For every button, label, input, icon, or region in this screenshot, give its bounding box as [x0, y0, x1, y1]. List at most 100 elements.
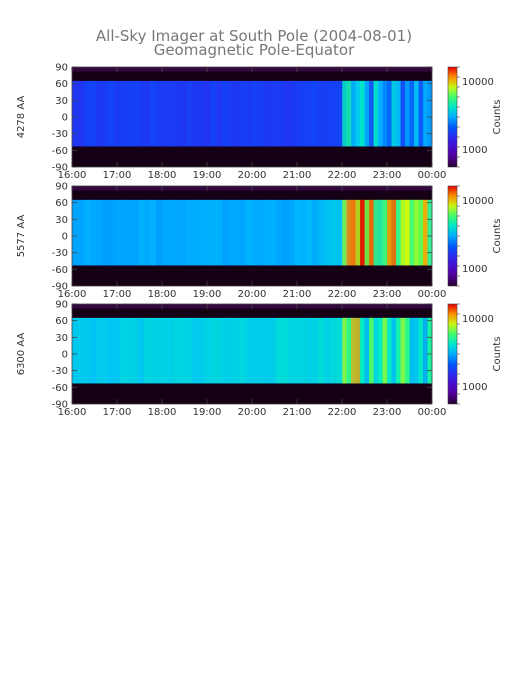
streak: [264, 80, 271, 147]
streak: [306, 317, 313, 384]
streak: [258, 317, 265, 384]
streak: [84, 80, 91, 147]
y-tick-label: -60: [52, 265, 68, 276]
streak: [288, 80, 295, 147]
streak: [400, 317, 406, 384]
colorbar: [447, 66, 458, 168]
x-tick-label: 17:00: [103, 289, 132, 300]
x-tick-label: 17:00: [103, 170, 132, 181]
streak: [78, 80, 85, 147]
streak: [282, 80, 289, 147]
streak: [360, 199, 365, 266]
streak: [391, 199, 397, 266]
y-tick-label: -60: [52, 146, 68, 157]
streak: [120, 317, 127, 384]
x-tick-label: 18:00: [148, 407, 177, 418]
y-axis-label: 6300 AA: [16, 333, 27, 376]
streak: [246, 317, 253, 384]
streak: [78, 317, 85, 384]
colorbar-tick-label: 1000: [462, 145, 487, 156]
streak: [351, 317, 356, 384]
streak: [174, 199, 181, 266]
streak: [84, 199, 91, 266]
streak: [312, 199, 319, 266]
streak: [324, 199, 331, 266]
streak: [400, 80, 406, 147]
streak: [270, 317, 277, 384]
colorbar: [447, 303, 458, 405]
streak: [144, 80, 151, 147]
streak: [210, 80, 217, 147]
x-tick-label: 19:00: [193, 407, 222, 418]
x-tick-label: 19:00: [193, 170, 222, 181]
colorbar-label: Counts: [492, 337, 503, 372]
colorbar: [447, 185, 458, 287]
streak: [132, 317, 139, 384]
x-tick-label: 20:00: [238, 170, 267, 181]
y-tick-label: 0: [62, 350, 68, 361]
streak: [138, 199, 145, 266]
y-tick-label: 60: [55, 79, 68, 90]
y-tick-label: -30: [52, 129, 68, 140]
streak: [252, 199, 259, 266]
x-tick-label: 00:00: [418, 407, 447, 418]
streak: [102, 317, 109, 384]
streak: [120, 199, 127, 266]
streak: [423, 317, 428, 384]
x-tick-label: 16:00: [58, 170, 87, 181]
streak: [306, 199, 313, 266]
y-tick-label: -30: [52, 366, 68, 377]
y-tick-label: 90: [55, 300, 68, 311]
streak: [126, 199, 133, 266]
streak: [210, 317, 217, 384]
streak: [84, 317, 91, 384]
streak: [414, 317, 419, 384]
streak: [336, 199, 343, 266]
x-tick-label: 21:00: [283, 407, 312, 418]
streak: [418, 199, 424, 266]
chart-title: All-Sky Imager at South Pole (2004-08-01…: [96, 27, 412, 45]
streak: [102, 80, 109, 147]
streak: [144, 317, 151, 384]
y-tick-label: -90: [52, 163, 68, 174]
streak: [360, 317, 365, 384]
streak: [180, 317, 187, 384]
streak: [78, 199, 85, 266]
y-tick-label: 90: [55, 63, 68, 74]
y-tick-label: 30: [55, 96, 68, 107]
colorbar-tick-label: 1000: [462, 382, 487, 393]
streak: [378, 199, 383, 266]
streak: [378, 317, 383, 384]
streak: [156, 80, 163, 147]
streak: [346, 80, 352, 147]
streak: [346, 199, 352, 266]
streak: [364, 80, 370, 147]
streak: [228, 199, 235, 266]
streak: [222, 317, 229, 384]
streak: [144, 199, 151, 266]
streak: [336, 317, 343, 384]
x-tick-label: 16:00: [58, 289, 87, 300]
streak: [387, 80, 392, 147]
streak: [369, 199, 374, 266]
streak: [427, 80, 433, 147]
streak: [168, 199, 175, 266]
streak: [346, 317, 352, 384]
x-tick-label: 23:00: [373, 289, 402, 300]
streak: [324, 317, 331, 384]
streak: [409, 199, 415, 266]
streak: [396, 80, 401, 147]
streak: [240, 80, 247, 147]
streak: [373, 199, 379, 266]
streak: [132, 199, 139, 266]
streak: [246, 199, 253, 266]
colorbar-tick-label: 1000: [462, 264, 487, 275]
streak: [216, 317, 223, 384]
streak: [409, 80, 415, 147]
streak: [318, 80, 325, 147]
streak: [342, 199, 347, 266]
streak: [423, 199, 428, 266]
streak: [258, 199, 265, 266]
